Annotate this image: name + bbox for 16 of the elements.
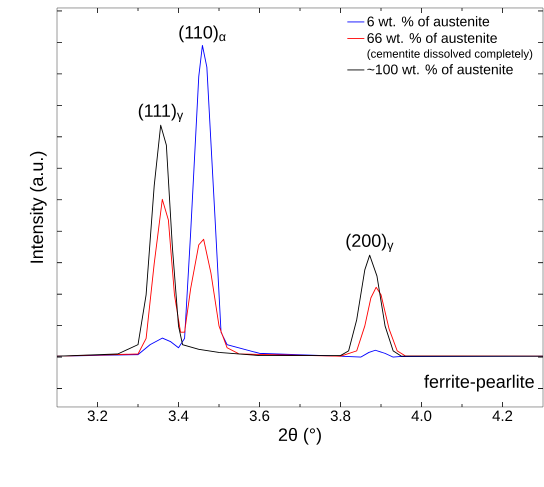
y-axis-title: Intensity (a.u.) [30,152,47,263]
annotation: (200)$_{γ}$ [346,234,394,252]
x-tick-label: 4.2 [492,410,512,421]
x-tick-label: 3.6 [250,410,270,422]
annotation: (110)$_{α}$ [179,25,226,42]
text: ferrite-pearlite [424,374,534,392]
annotation: (cementite dissolved completely) [367,49,532,60]
x-tick-label: 3.8 [330,410,350,422]
x-tick-label: 3.2 [88,410,108,422]
legend-label: 66 wt. % of austenite [367,32,497,43]
legend-label: ~100 wt. % of austenite [367,64,513,74]
x-tick-label: 4.0 [411,410,432,422]
x-axis-title: 2θ (°) [278,428,321,445]
annotation: (111)$_{γ}$ [138,104,184,122]
x-tick-label: 3.4 [168,410,188,422]
legend-label: 6 wt. % of austenite [367,16,490,26]
